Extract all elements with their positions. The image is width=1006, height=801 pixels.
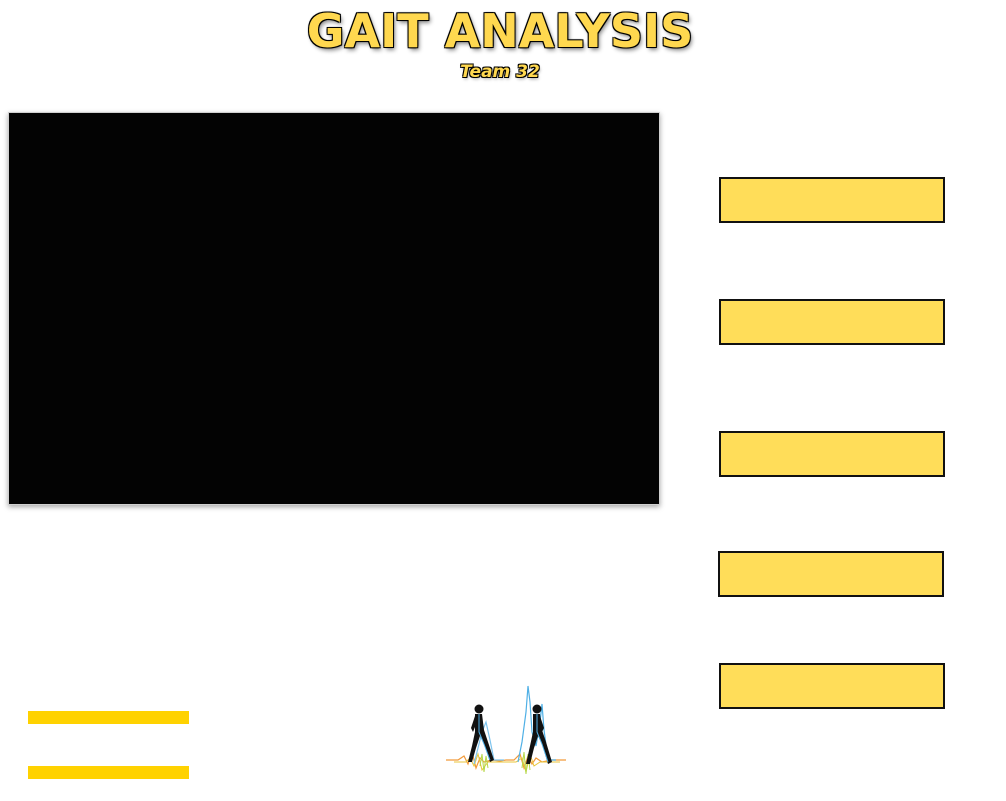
action-button-5[interactable] xyxy=(719,663,945,709)
video-display[interactable] xyxy=(8,112,660,505)
walking-figures-gait-logo-icon xyxy=(444,682,568,782)
page-title: GAIT ANALYSIS xyxy=(306,4,694,58)
action-button-3[interactable] xyxy=(719,431,945,477)
yellow-bar-2 xyxy=(28,766,189,779)
action-button-1[interactable] xyxy=(719,177,945,223)
action-button-4[interactable] xyxy=(718,551,944,597)
yellow-bar-1 xyxy=(28,711,189,724)
action-button-2[interactable] xyxy=(719,299,945,345)
page-subtitle: Team 32 xyxy=(460,62,540,82)
